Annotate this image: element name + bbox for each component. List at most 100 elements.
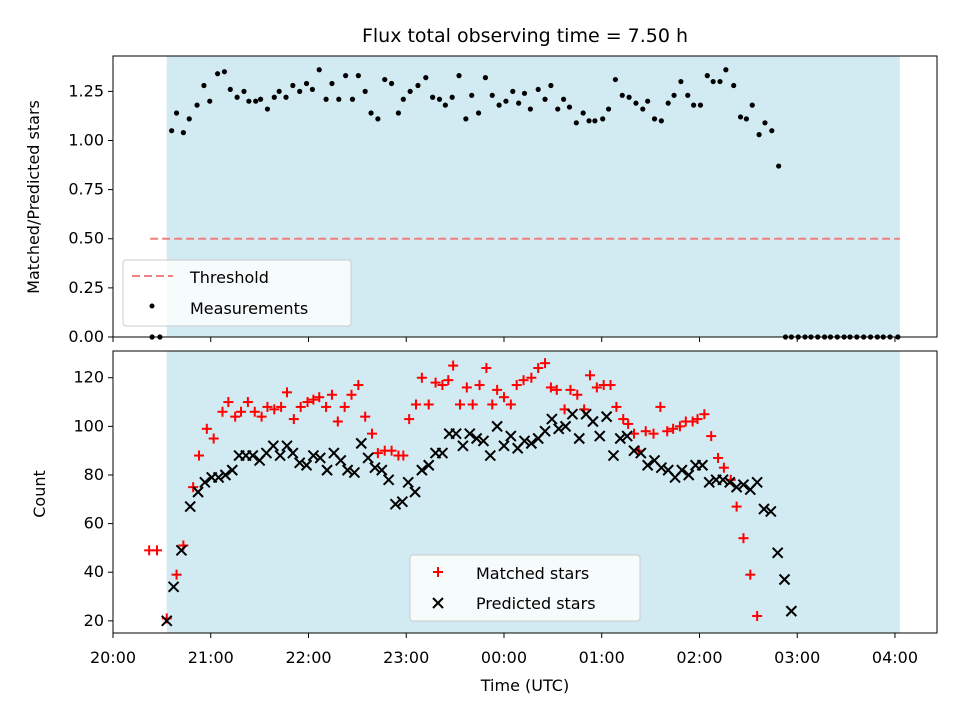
measurement-point <box>323 96 329 102</box>
matched-point <box>223 397 234 408</box>
predicted-stars-point <box>247 449 259 462</box>
predicted-point-b <box>778 573 791 586</box>
count-y-tick-label: 40 <box>84 562 104 581</box>
predicted-point-b <box>621 430 633 442</box>
predicted-stars-point <box>396 496 409 508</box>
matched-point <box>269 404 280 415</box>
measurement-point <box>503 98 509 104</box>
predicted-stars-point <box>635 447 647 459</box>
matched-legend-label: Matched stars <box>476 564 589 583</box>
matched-point <box>718 462 729 473</box>
predicted-stars-point <box>717 474 729 486</box>
count-legend: Matched stars Predicted stars <box>409 554 641 622</box>
count-axes-frame <box>112 350 938 634</box>
measurement-point <box>743 116 749 122</box>
measurement-point <box>271 94 277 100</box>
predicted-stars-point <box>192 486 204 498</box>
matched-point <box>404 414 415 425</box>
measurements-legend-swatch <box>149 303 155 309</box>
measurement-point <box>388 80 395 87</box>
matched-point <box>674 421 685 432</box>
matched-point <box>295 401 306 412</box>
predicted-point-b <box>696 459 709 471</box>
predicted-point-b <box>546 413 558 425</box>
ratio-y-axis-label: Matched/Predicted stars <box>24 100 43 294</box>
ratio-y-tick-label: 0.75 <box>68 180 104 199</box>
matched-point <box>648 428 659 439</box>
measurement-point <box>430 94 436 100</box>
predicted-point-b <box>423 459 435 471</box>
matched-point <box>540 358 551 369</box>
predicted-stars-point <box>505 430 517 442</box>
measurement-point <box>527 106 533 112</box>
predicted-point-b <box>662 464 674 476</box>
predicted-stars-point <box>546 413 558 425</box>
measurement-point <box>651 116 658 122</box>
matched-point <box>194 450 205 461</box>
predicted-point-b <box>676 464 688 476</box>
predicted-stars-point <box>587 415 599 428</box>
predicted-stars-point <box>771 547 784 559</box>
ratio-y-tick-label: 0.25 <box>68 278 104 297</box>
matched-point <box>326 389 337 400</box>
measurement-point <box>201 82 207 89</box>
ratio-y-tick-label: 1.00 <box>68 130 104 149</box>
predicted-point-b <box>348 466 361 479</box>
measurement-point <box>173 110 180 116</box>
x-tick-label: 23:00 <box>383 648 429 667</box>
predicted-stars-point <box>226 464 238 476</box>
matched-point <box>416 372 427 383</box>
matched-point <box>611 401 622 412</box>
measurement-point <box>400 96 406 102</box>
predicted-stars-point <box>219 469 232 481</box>
predicted-stars-point <box>348 466 361 479</box>
measurement-point <box>535 86 541 93</box>
measurement-point <box>469 92 475 98</box>
x-tick-label: 03:00 <box>774 648 820 667</box>
predicted-point-b <box>518 435 531 447</box>
predicted-point-b <box>267 440 280 452</box>
measurement-point <box>475 110 482 116</box>
measurement-point <box>605 106 612 112</box>
predicted-point-b <box>758 503 770 515</box>
matched-point <box>498 392 509 403</box>
predicted-point-b <box>477 435 490 447</box>
count-y-tick-label: 60 <box>84 514 104 533</box>
predicted-point-b <box>321 464 333 476</box>
predicted-stars-point <box>491 420 503 433</box>
predicted-point-b <box>219 469 232 481</box>
predicted-point-b <box>580 408 592 420</box>
predicted-point-b <box>328 447 340 459</box>
predicted-stars-point <box>730 481 743 493</box>
count-y-tick-label: 100 <box>73 416 104 435</box>
predicted-stars-point <box>321 464 333 476</box>
x-tick-label: 20:00 <box>90 648 136 667</box>
predicted-point-b <box>300 459 313 471</box>
predicted-point-b <box>730 481 743 493</box>
measurement-point <box>710 78 716 85</box>
matched-point <box>526 372 537 383</box>
measurement-point <box>194 102 200 108</box>
matched-point <box>572 389 583 400</box>
predicted-stars-point <box>355 437 367 450</box>
matched-point <box>668 423 679 434</box>
measurement-point <box>297 88 303 94</box>
matched-point <box>585 370 596 381</box>
matched-point <box>430 377 441 388</box>
matched-point <box>752 610 763 621</box>
predicted-stars-point <box>559 420 572 433</box>
measurement-point <box>186 116 192 122</box>
ratio-y-tick-label: 1.25 <box>68 81 104 100</box>
measurement-point <box>612 76 619 83</box>
measurement-point <box>671 92 677 98</box>
predicted-stars-point <box>335 454 347 467</box>
matched-point <box>360 411 371 422</box>
measurement-point <box>423 75 429 81</box>
matched-point <box>745 569 756 580</box>
matched-point <box>448 360 459 371</box>
predicted-point-b <box>402 476 414 488</box>
matched-point <box>565 384 576 395</box>
measurement-point <box>303 80 310 87</box>
predicted-stars-point <box>175 544 188 557</box>
